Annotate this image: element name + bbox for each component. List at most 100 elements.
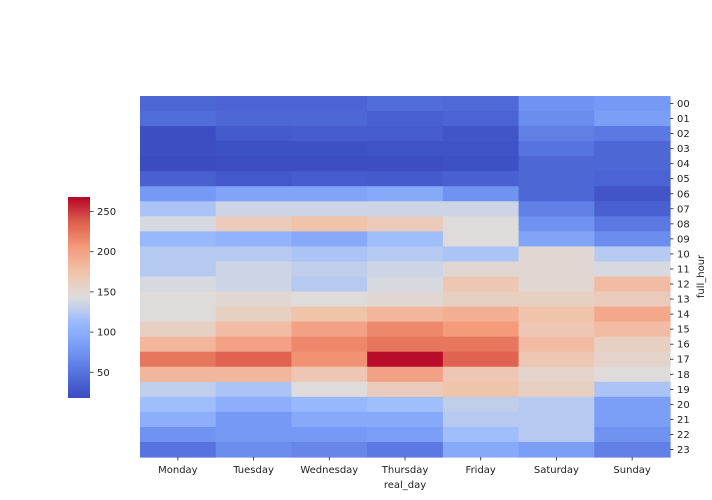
colorbar-ticks: 50 100 150 200 250 xyxy=(90,207,116,379)
heatmap-cell xyxy=(594,441,671,458)
heatmap-cell xyxy=(367,381,444,398)
heatmap-cell xyxy=(291,111,368,127)
heatmap-cell xyxy=(215,336,293,353)
x-tick-label: Sunday xyxy=(613,465,650,476)
y-tick-label: 04 xyxy=(677,159,690,170)
heatmap-cell xyxy=(291,96,368,112)
x-tick-label: Tuesday xyxy=(232,465,274,476)
heatmap-cell xyxy=(291,396,368,413)
heatmap-cell xyxy=(442,126,520,142)
heatmap-cell xyxy=(140,231,217,248)
heatmap-cell xyxy=(594,396,671,413)
heatmap-cell xyxy=(215,156,293,172)
heatmap-cell xyxy=(140,321,217,338)
heatmap-cell xyxy=(594,276,671,293)
heatmap-cell xyxy=(140,261,217,278)
heatmap-cell xyxy=(594,291,671,308)
x-tick-label: Wednesday xyxy=(300,465,358,476)
heatmap-cell xyxy=(442,306,520,323)
heatmap-cell xyxy=(594,186,671,202)
heatmap-cell xyxy=(518,246,595,263)
heatmap-cell xyxy=(367,171,444,187)
heatmap-cell xyxy=(215,381,293,398)
heatmap-cell xyxy=(367,336,444,353)
heatmap-cell xyxy=(518,141,595,157)
heatmap-cell xyxy=(518,201,595,217)
heatmap-cell xyxy=(518,111,595,127)
heatmap-cell xyxy=(594,381,671,398)
heatmap-cell xyxy=(215,306,293,323)
heatmap-cell xyxy=(594,426,671,443)
heatmap-cell xyxy=(367,96,444,112)
heatmap-cell xyxy=(291,246,368,263)
heatmap-cell xyxy=(215,366,293,383)
heatmap-cell xyxy=(140,336,217,353)
heatmap-cell xyxy=(215,111,293,127)
heatmap-cell xyxy=(215,426,293,443)
heatmap-cell xyxy=(367,201,444,217)
heatmap-cell xyxy=(215,246,293,263)
heatmap-cell xyxy=(215,321,293,338)
heatmap-cell xyxy=(518,291,595,308)
heatmap-cell xyxy=(140,291,217,308)
heatmap-cell xyxy=(291,411,368,428)
heatmap-cell xyxy=(442,111,520,127)
heatmap-cell xyxy=(518,261,595,278)
heatmap-cell xyxy=(367,126,444,142)
y-tick-label: 07 xyxy=(677,204,690,215)
heatmap-cell xyxy=(215,396,293,413)
heatmap-cell xyxy=(367,261,444,278)
x-tick-labels: Monday Tuesday Wednesday Thursday Friday Satu… xyxy=(158,457,651,476)
heatmap-cell xyxy=(215,171,293,187)
heatmap-cell xyxy=(518,351,595,368)
heatmap-cell xyxy=(140,426,217,443)
heatmap-cell xyxy=(140,111,217,127)
heatmap-cell xyxy=(442,291,520,308)
heatmap-cell xyxy=(215,261,293,278)
y-tick-label: 11 xyxy=(677,264,690,275)
heatmap-cell xyxy=(291,291,368,308)
heatmap-cell xyxy=(367,306,444,323)
heatmap-cell xyxy=(140,246,217,263)
heatmap-cell xyxy=(518,231,595,248)
heatmap-cell xyxy=(140,156,217,172)
heatmap-cell xyxy=(518,186,595,202)
y-tick-label: 18 xyxy=(677,370,690,381)
heatmap-cell xyxy=(442,351,520,368)
heatmap-cell xyxy=(442,396,520,413)
heatmap-cell xyxy=(518,321,595,338)
heatmap-cell xyxy=(291,141,368,157)
heatmap-cell xyxy=(442,96,520,112)
heatmap-cell xyxy=(442,246,520,263)
heatmap-cell xyxy=(215,441,293,458)
heatmap-cell xyxy=(140,186,217,202)
y-tick-label: 08 xyxy=(677,219,690,230)
colorbar-tick-label: 100 xyxy=(97,328,116,339)
heatmap-cell xyxy=(367,186,444,202)
heatmap-cell xyxy=(442,216,520,232)
y-tick-label: 02 xyxy=(677,129,690,140)
heatmap-cell xyxy=(140,126,217,142)
heatmap-cell xyxy=(442,321,520,338)
heatmap-cell xyxy=(594,171,671,187)
x-tick-label: Friday xyxy=(466,465,496,476)
heatmap-cell xyxy=(215,126,293,142)
heatmap-cell xyxy=(140,216,217,232)
heatmap-cell xyxy=(594,126,671,142)
heatmap-cell xyxy=(594,336,671,353)
heatmap-cell xyxy=(594,246,671,263)
y-tick-label: 06 xyxy=(677,189,690,200)
heatmap-cell xyxy=(518,96,595,112)
heatmap-cell xyxy=(367,411,444,428)
heatmap-cell xyxy=(215,96,293,112)
x-axis-label: real_day xyxy=(384,480,426,491)
heatmap-cell xyxy=(291,336,368,353)
y-tick-label: 01 xyxy=(677,114,690,125)
x-tick-label: Saturday xyxy=(534,465,579,476)
heatmap-cell xyxy=(594,96,671,112)
heatmap-cell xyxy=(140,141,217,157)
heatmap-cell xyxy=(140,381,217,398)
colorbar-tick-label: 250 xyxy=(97,207,116,218)
